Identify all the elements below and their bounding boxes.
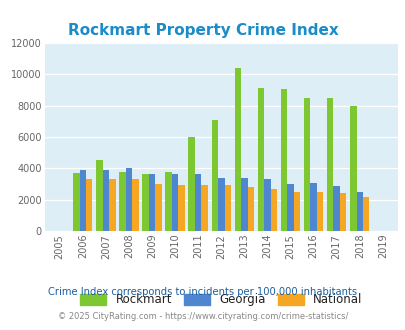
Bar — [211, 120, 217, 231]
Bar — [201, 185, 207, 231]
Text: Crime Index corresponds to incidents per 100,000 inhabitants: Crime Index corresponds to incidents per… — [48, 287, 357, 297]
Bar — [264, 179, 270, 231]
Bar — [119, 172, 126, 231]
Bar — [303, 98, 309, 231]
Bar — [280, 89, 287, 231]
Bar — [73, 173, 79, 231]
Bar — [171, 174, 178, 231]
Bar — [165, 172, 171, 231]
Bar — [79, 170, 86, 231]
Bar — [96, 160, 102, 231]
Bar — [234, 68, 241, 231]
Bar — [194, 174, 201, 231]
Bar — [86, 179, 92, 231]
Bar — [217, 178, 224, 231]
Bar — [356, 192, 362, 231]
Bar — [349, 106, 356, 231]
Bar — [224, 185, 230, 231]
Bar — [188, 137, 194, 231]
Text: Rockmart Property Crime Index: Rockmart Property Crime Index — [68, 23, 337, 38]
Bar — [287, 184, 293, 231]
Bar — [309, 183, 316, 231]
Bar — [362, 197, 369, 231]
Bar — [293, 192, 299, 231]
Bar — [333, 186, 339, 231]
Bar — [109, 179, 115, 231]
Bar — [339, 193, 345, 231]
Bar — [270, 189, 277, 231]
Bar — [241, 179, 247, 231]
Text: © 2025 CityRating.com - https://www.cityrating.com/crime-statistics/: © 2025 CityRating.com - https://www.city… — [58, 312, 347, 321]
Bar — [326, 98, 333, 231]
Bar — [247, 187, 254, 231]
Bar — [155, 184, 161, 231]
Bar — [178, 185, 184, 231]
Bar — [257, 88, 264, 231]
Bar — [132, 179, 138, 231]
Bar — [126, 168, 132, 231]
Bar — [102, 170, 109, 231]
Legend: Rockmart, Georgia, National: Rockmart, Georgia, National — [80, 293, 361, 306]
Bar — [148, 174, 155, 231]
Bar — [316, 192, 322, 231]
Bar — [142, 174, 148, 231]
